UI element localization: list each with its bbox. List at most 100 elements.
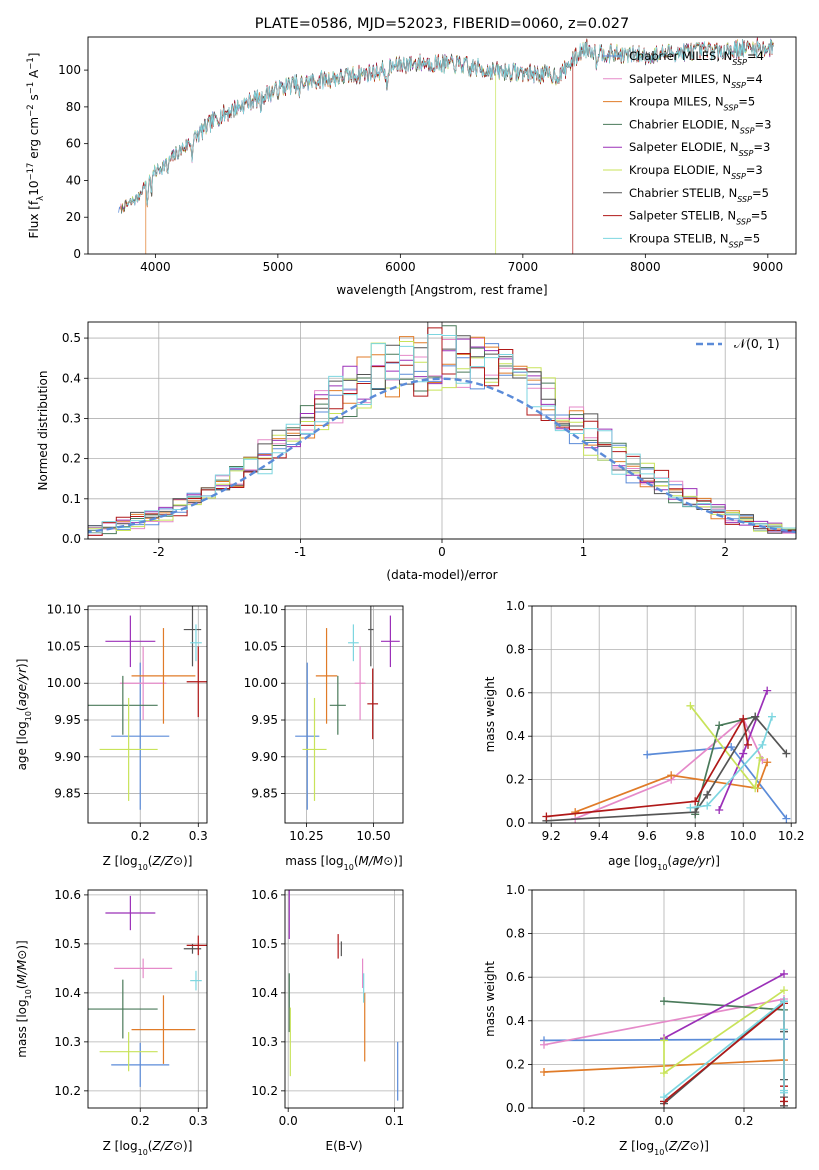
label-part: Z [ bbox=[103, 1139, 120, 1153]
x-tick-label: 5000 bbox=[263, 260, 294, 274]
y-tick-label: 10.5 bbox=[251, 937, 278, 951]
weight-marker bbox=[780, 1088, 788, 1097]
y-tick-label: 9.90 bbox=[54, 750, 81, 764]
x-axis-label: wavelength [Angstrom, rest frame] bbox=[336, 283, 547, 297]
x-tick-label: -1 bbox=[294, 545, 306, 559]
errorbar-chabrier-miles bbox=[111, 1042, 170, 1087]
legend-label-name: Kroupa ELODIE, N bbox=[629, 163, 731, 177]
weight-series-chabrier-miles bbox=[643, 743, 791, 823]
weight-series-chabrier-stelib bbox=[542, 712, 791, 823]
errorbar-kroupa-miles bbox=[131, 995, 196, 1064]
label-part: Z [ bbox=[619, 1139, 636, 1153]
errorbar-chabrier-elodie bbox=[329, 675, 346, 735]
weight-marker bbox=[782, 749, 791, 758]
x-tick-label: 2 bbox=[721, 545, 729, 559]
y-label-part: 10 bbox=[27, 181, 41, 196]
x-tick-label: 9.6 bbox=[638, 829, 657, 843]
weight-marker bbox=[667, 771, 676, 780]
x-tick-label: 9.2 bbox=[542, 829, 561, 843]
axes-frame bbox=[87, 605, 208, 824]
label-part: log bbox=[119, 1139, 137, 1153]
y-label-part: Flux [f bbox=[27, 200, 41, 238]
weight-marker bbox=[763, 758, 772, 767]
label-part: log bbox=[15, 999, 29, 1017]
y-tick-label: 0 bbox=[73, 247, 81, 261]
plot-area bbox=[540, 969, 788, 1108]
weight-marker bbox=[703, 790, 712, 799]
panel-mass-vs-Z: 0.2 0.310.210.310.410.510.6Z [log10(Z/Z⊙)… bbox=[15, 888, 208, 1157]
label-sub: 10 bbox=[654, 1148, 664, 1157]
y-tick-label: 9.85 bbox=[251, 787, 278, 801]
label-part: )] bbox=[15, 659, 29, 668]
label-sub: 10 bbox=[657, 863, 667, 872]
axes-frame bbox=[87, 321, 797, 540]
legend-label-name: Kroupa STELIB, N bbox=[629, 231, 729, 245]
errorbar-chabrier-stelib bbox=[183, 606, 202, 667]
y-axis-label: mass weight bbox=[483, 676, 497, 752]
axes-frame bbox=[284, 889, 404, 1109]
errorbar-salpeter-elodie bbox=[381, 615, 400, 668]
weight-series-kroupa-stelib bbox=[686, 712, 776, 812]
legend-label-sub: SSP bbox=[732, 58, 747, 67]
weight-marker bbox=[751, 784, 760, 793]
errorbar-salpeter-elodie bbox=[105, 615, 156, 668]
weight-marker bbox=[780, 1025, 788, 1034]
y-tick-label: 9.90 bbox=[251, 750, 278, 764]
label-sub: 10 bbox=[24, 989, 33, 999]
y-tick-label: 0.0 bbox=[506, 1101, 525, 1115]
x-tick-label: 0.3 bbox=[189, 829, 208, 843]
errorbar-kroupa-elodie bbox=[302, 697, 327, 801]
weight-marker bbox=[571, 808, 580, 817]
legend-label-value: =3 bbox=[755, 117, 772, 131]
label-sub: 10 bbox=[24, 711, 33, 721]
legend-label: Kroupa STELIB, NSSP=5 bbox=[629, 231, 760, 249]
label-part: mass [ bbox=[15, 1018, 29, 1058]
legend-label-sub: SSP bbox=[724, 103, 739, 112]
x-tick-label: 10.50 bbox=[356, 829, 390, 843]
weight-marker bbox=[739, 714, 748, 723]
histogram-kroupa-stelib bbox=[88, 334, 796, 534]
normal-curve bbox=[88, 377, 796, 534]
x-tick-label: 1 bbox=[580, 545, 588, 559]
x-axis-label: Z [log10(Z/Z⊙)] bbox=[619, 1139, 709, 1157]
axes-frame bbox=[87, 36, 797, 255]
y-label-part: −1 bbox=[26, 57, 36, 70]
y-tick-label: 10.2 bbox=[251, 1084, 278, 1098]
weight-marker bbox=[739, 749, 748, 758]
legend-label: 𝒩(0, 1) bbox=[734, 336, 780, 351]
errorbar-kroupa-elodie bbox=[99, 1032, 158, 1072]
label-part: ( bbox=[15, 706, 29, 711]
label-part: )] bbox=[393, 854, 402, 868]
legend-label: Kroupa MILES, NSSP=5 bbox=[629, 95, 755, 113]
label-part: )] bbox=[711, 854, 720, 868]
chart-title: PLATE=0586, MJD=52023, FIBERID=0060, z=0… bbox=[255, 16, 629, 32]
legend-label: Salpeter STELIB, NSSP=5 bbox=[629, 209, 768, 227]
x-tick-label: 0.2 bbox=[131, 1114, 150, 1128]
legend-label-sub: SSP bbox=[736, 217, 751, 226]
label-part: Z/Z⊙ bbox=[151, 1139, 183, 1153]
y-tick-label: 0.4 bbox=[506, 1014, 525, 1028]
y-tick-label: 10.00 bbox=[244, 676, 278, 690]
label-part: age/yr bbox=[15, 667, 29, 706]
plot-area bbox=[88, 606, 207, 810]
errorbar-chabrier-elodie bbox=[88, 979, 158, 1039]
label-sub: 10 bbox=[138, 1148, 148, 1157]
weight-marker bbox=[780, 969, 788, 978]
y-tick-label: 9.95 bbox=[54, 713, 81, 727]
plot-area bbox=[542, 686, 791, 823]
y-tick-label: 0.2 bbox=[62, 452, 81, 466]
weight-series-kroupa-stelib bbox=[660, 997, 788, 1102]
legend-label-sub: SSP bbox=[731, 80, 746, 89]
legend-label-value: =4 bbox=[746, 72, 763, 86]
x-tick-label: -0.2 bbox=[572, 1114, 595, 1128]
x-tick-label: 4000 bbox=[140, 260, 171, 274]
errorbar-salpeter-miles bbox=[119, 646, 167, 721]
weight-marker bbox=[540, 1040, 548, 1049]
axes-frame bbox=[87, 889, 208, 1109]
weight-marker bbox=[691, 797, 700, 806]
x-tick-label: 10.0 bbox=[730, 829, 757, 843]
legend-label: Salpeter ELODIE, NSSP=3 bbox=[629, 140, 770, 158]
label-part: Z/Z⊙ bbox=[668, 1139, 700, 1153]
weight-marker bbox=[780, 1097, 788, 1106]
y-tick-label: 0.4 bbox=[62, 371, 81, 385]
